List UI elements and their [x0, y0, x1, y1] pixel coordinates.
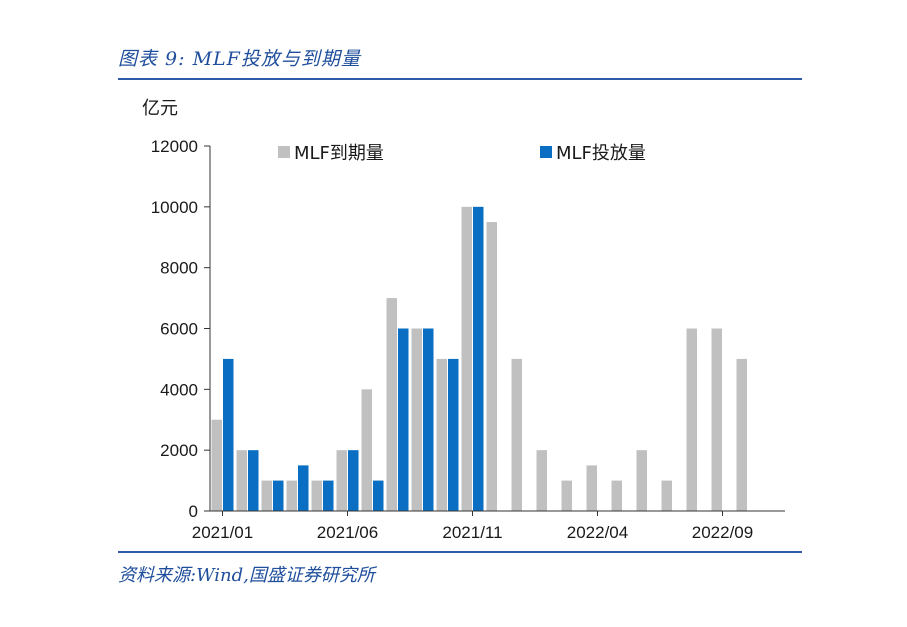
x-tick-label: 2021/01	[192, 523, 253, 542]
bar-maturity-2021-08	[386, 298, 397, 511]
y-axis-unit-label: 亿元	[142, 98, 178, 119]
legend-label-maturity: MLF到期量	[294, 143, 384, 164]
bar-maturity-2022-02	[536, 450, 547, 511]
bar-injection-2021-05	[323, 480, 334, 511]
bar-maturity-2022-09	[711, 328, 722, 511]
bar-maturity-2021-10	[436, 358, 447, 511]
bar-injection-2021-06	[348, 450, 359, 511]
bar-maturity-2021-01	[211, 419, 222, 511]
legend-label-injection: MLF投放量	[556, 143, 646, 164]
y-tick-label: 8000	[160, 259, 198, 278]
y-tick-label: 0	[189, 502, 198, 521]
bar-injection-2021-09	[423, 328, 434, 511]
bar-injection-2021-03	[273, 480, 284, 511]
bar-maturity-2021-04	[286, 480, 297, 511]
bar-injection-2021-11	[473, 206, 484, 511]
x-tick-label: 2022/04	[567, 523, 628, 542]
bar-injection-2021-10	[448, 358, 459, 511]
bar-maturity-2022-05	[611, 480, 622, 511]
bar-maturity-2021-02	[236, 450, 247, 511]
source-note: 资料来源:Wind,国盛证券研究所	[118, 565, 375, 586]
bar-maturity-2022-01	[511, 358, 522, 511]
x-tick-label: 2021/11	[442, 523, 502, 542]
bar-maturity-2021-09	[411, 328, 422, 511]
y-tick-label: 2000	[160, 441, 198, 460]
bar-maturity-2022-06	[636, 450, 647, 511]
bar-maturity-2022-08	[686, 328, 697, 511]
y-tick-label: 6000	[160, 320, 198, 339]
bar-maturity-2022-03	[561, 480, 572, 511]
y-tick-label: 10000	[151, 198, 198, 217]
bar-maturity-2021-03	[261, 480, 272, 511]
bar-injection-2021-04	[298, 465, 309, 512]
x-tick-label: 2022/09	[692, 523, 753, 542]
source-rule	[118, 551, 802, 553]
bar-maturity-2022-10	[736, 358, 747, 511]
x-tick-label: 2021/06	[317, 523, 378, 542]
title-rule	[118, 78, 802, 80]
bar-maturity-2022-07	[661, 480, 672, 511]
bar-injection-2021-01	[223, 358, 234, 511]
bar-injection-2021-08	[398, 328, 409, 511]
bar-maturity-2021-07	[361, 389, 372, 511]
legend-swatch-injection	[540, 146, 552, 158]
bar-maturity-2022-04	[586, 465, 597, 512]
y-tick-label: 12000	[151, 137, 198, 156]
bar-injection-2021-07	[373, 480, 384, 511]
bar-maturity-2021-05	[311, 480, 322, 511]
bar-maturity-2021-12	[486, 222, 497, 512]
y-tick-label: 4000	[160, 380, 198, 399]
legend-swatch-maturity	[278, 146, 290, 158]
bar-maturity-2021-06	[336, 450, 347, 511]
figure-title: 图表 9: MLF投放与到期量	[118, 48, 361, 70]
bar-maturity-2021-11	[461, 206, 472, 511]
bar-injection-2021-02	[248, 450, 259, 511]
